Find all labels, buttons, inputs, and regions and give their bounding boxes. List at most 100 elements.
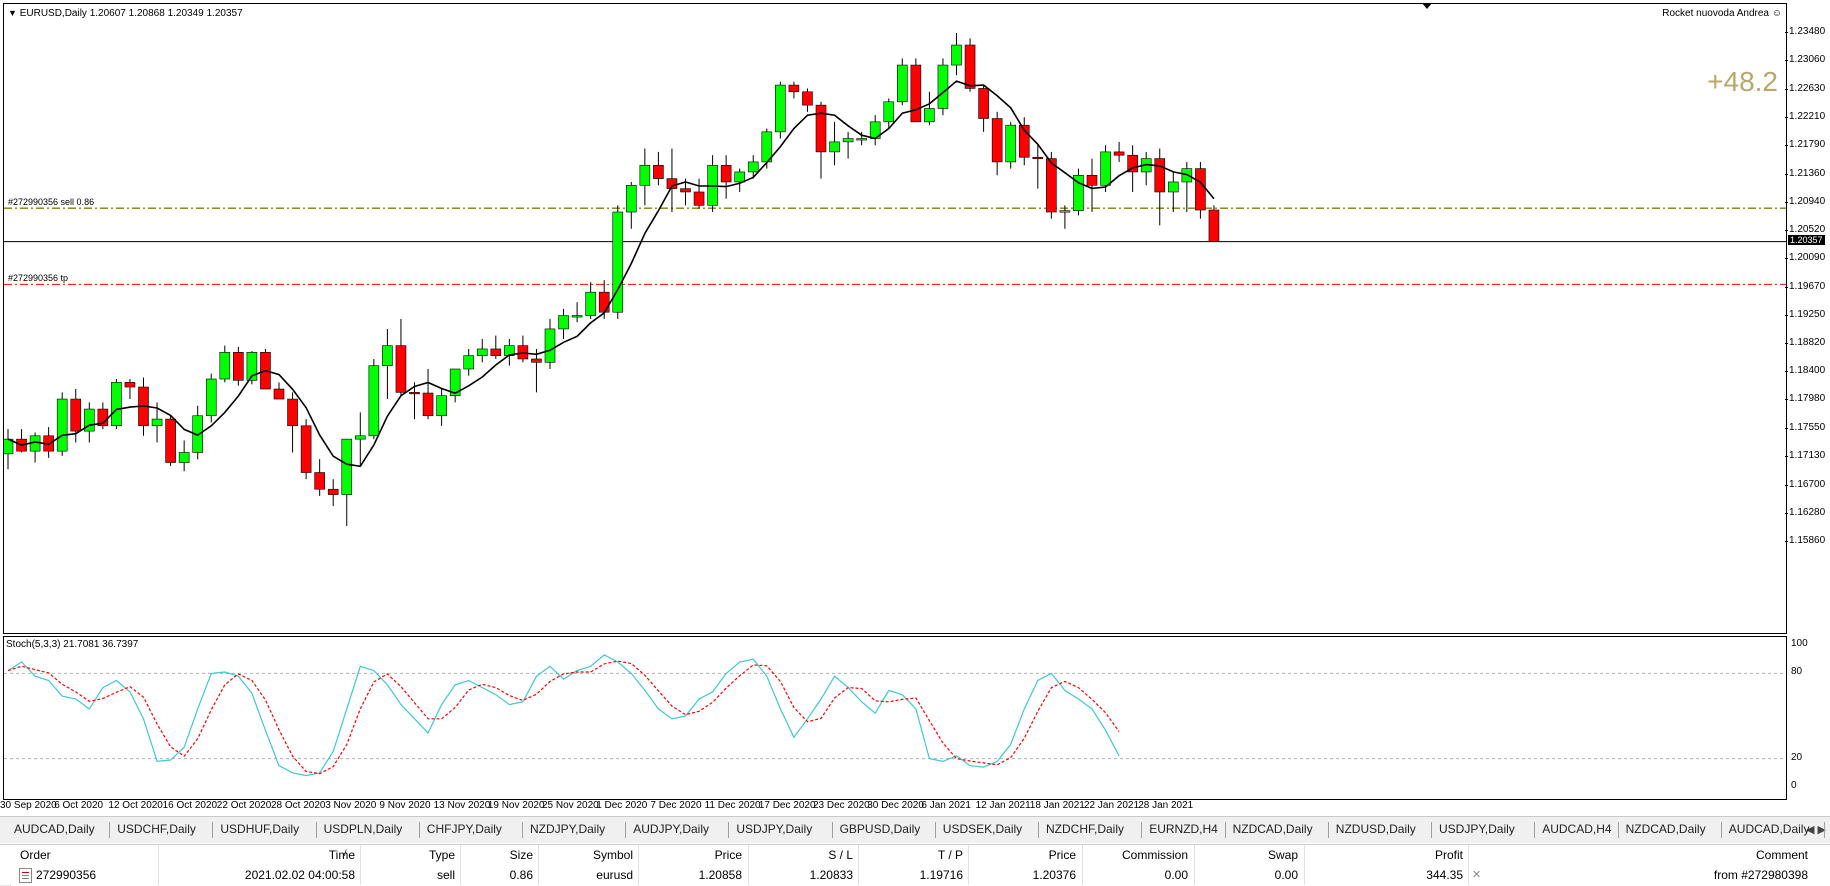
column-header[interactable]: Order <box>20 848 51 862</box>
column-header[interactable]: Price <box>1048 848 1076 862</box>
candle-body <box>680 188 691 193</box>
tab-scroll-arrows[interactable]: ◀ ▶ <box>1806 823 1826 836</box>
symbol-tab[interactable]: NZDJPY,Daily <box>530 822 606 836</box>
column-header[interactable]: Swap <box>1267 848 1298 862</box>
chart-window[interactable]: ▼ EURUSD,Daily 1.20607 1.20868 1.20349 1… <box>0 0 1830 816</box>
column-separator <box>460 845 461 865</box>
symbol-tab[interactable]: CHFJPY,Daily <box>426 822 502 836</box>
symbol-tab[interactable]: AUDCAD,Daily <box>14 822 95 836</box>
symbol-tab[interactable]: GBPUSD,Daily <box>839 822 921 836</box>
order-tp-label[interactable]: #272990356 tp <box>8 273 69 284</box>
column-separator <box>360 865 361 885</box>
column-separator <box>158 845 159 865</box>
symbol-tab[interactable]: NZDCHF,Daily <box>1046 822 1124 836</box>
order-entry-label[interactable]: #272990356 sell 0.86 <box>8 197 95 208</box>
price-tick-label: 1.17980 <box>1789 393 1826 405</box>
price-tick-mark <box>1785 286 1788 288</box>
stoch-tick-label: 80 <box>1791 666 1803 678</box>
candle-body <box>558 315 569 330</box>
column-header[interactable]: Symbol <box>592 848 633 862</box>
column-header[interactable]: Size <box>509 848 533 862</box>
column-header[interactable]: Type <box>428 848 455 862</box>
dropdown-arrow-icon[interactable]: ▼ <box>8 8 17 18</box>
candle-body <box>747 161 759 173</box>
symbol-tab[interactable]: USDJPY,Daily <box>1439 822 1515 836</box>
time-axis: 30 Sep 2020 6 Oct 2020 12 Oct 2020 16 Oct 2… <box>0 798 1790 816</box>
price-tick-mark <box>1785 456 1788 458</box>
symbol-tab[interactable]: NZDCAD,Daily <box>1232 822 1313 836</box>
symbol-tab[interactable]: EURNZD,H4 <box>1149 822 1218 836</box>
candle-body <box>219 351 231 380</box>
column-separator <box>748 865 749 885</box>
price-tick-label: 1.22630 <box>1789 82 1826 94</box>
candle-body <box>666 178 678 189</box>
price-tick-mark <box>1785 60 1788 62</box>
tab-separator <box>831 822 833 838</box>
column-header[interactable]: T / P <box>937 848 963 862</box>
candle-body <box>436 395 447 417</box>
candle-body <box>56 398 68 452</box>
column-header[interactable]: Time <box>328 848 355 862</box>
price-tick-mark <box>1785 32 1788 33</box>
symbol-tab[interactable]: NZDUSD,Daily <box>1335 822 1416 836</box>
symbol-tab[interactable]: USDJPY,Daily <box>736 822 813 836</box>
price-axis[interactable]: 1.23480 1.23060 1.22630 1.22210 1.21790 1.213… <box>1785 3 1830 632</box>
stoch-title: Stoch(5,3,3) 21.7081 36.7397 <box>6 639 139 650</box>
candle-body <box>246 351 258 381</box>
price-tick-mark <box>1785 88 1788 90</box>
candle-body <box>192 415 203 453</box>
candle-body <box>409 392 420 395</box>
tab-separator <box>1824 822 1825 838</box>
candle-body <box>1100 151 1111 186</box>
time-tick-label: 11 Dec 2020 <box>704 800 761 811</box>
time-tick-label: 25 Nov 2020 <box>542 800 599 811</box>
column-header[interactable]: Price <box>714 848 742 862</box>
price-tick-label: 1.16700 <box>1789 478 1826 490</box>
close-order-icon[interactable]: ✕ <box>1472 869 1482 881</box>
arrow-left-icon[interactable]: ◀ <box>1806 824 1815 836</box>
time-tick-label: 28 Oct 2020 <box>271 800 326 811</box>
symbol-tab[interactable]: USDSEK,Daily <box>942 822 1023 836</box>
symbol-tab[interactable]: NZDCAD,Daily <box>1625 822 1706 836</box>
candle-body <box>314 472 325 490</box>
symbol-tab[interactable]: AUDJPY,Daily <box>633 822 709 836</box>
tab-separator <box>315 822 317 838</box>
price-chart-pane[interactable]: ▼ EURUSD,Daily 1.20607 1.20868 1.20349 1… <box>3 3 1787 634</box>
arrow-right-icon[interactable]: ▶ <box>1817 824 1826 836</box>
candle-body <box>639 164 651 186</box>
time-tick-label: 9 Nov 2020 <box>379 800 431 811</box>
column-header[interactable]: S / L <box>828 848 853 862</box>
candle-body <box>856 138 867 141</box>
price-tick-mark <box>1785 399 1788 401</box>
table-row[interactable]: 272990356 2021.02.02 04:00:58 sell 0.86 euru… <box>0 865 1830 885</box>
price-tick-mark <box>1785 144 1788 146</box>
symbol-tab[interactable]: USDPLN,Daily <box>323 822 403 836</box>
expert-advisor-name: Rocket nuovoda Andrea ☺ <box>1662 8 1782 19</box>
column-header[interactable]: Commission <box>1121 848 1188 862</box>
shift-marker-icon[interactable] <box>1422 4 1432 9</box>
time-tick-label: 13 Nov 2020 <box>433 800 491 811</box>
ea-name-text: Rocket nuovoda Andrea <box>1662 8 1769 19</box>
table-cell: 1.19716 <box>919 868 963 882</box>
column-separator <box>538 865 539 885</box>
candle-body <box>544 328 556 363</box>
smiley-icon[interactable]: ☺ <box>1771 8 1782 19</box>
price-tick-mark <box>1785 343 1788 345</box>
stoch-axis: 100 80 20 0 <box>1787 636 1830 798</box>
candle-body <box>693 191 705 206</box>
symbol-tab[interactable]: USDCHF,Daily <box>117 822 196 836</box>
tab-separator <box>418 822 420 838</box>
candle-body <box>151 418 163 427</box>
symbol-tab[interactable]: AUDCAD,Daily <box>1728 822 1810 836</box>
tab-separator <box>625 822 627 838</box>
symbol-tab[interactable]: AUDCAD,H4 <box>1542 822 1612 836</box>
stochastic-pane[interactable]: Stoch(5,3,3) 21.7081 36.7397 <box>3 636 1787 800</box>
candle-body <box>165 418 176 463</box>
price-tick-label: 1.19250 <box>1789 308 1826 320</box>
column-header[interactable]: Profit <box>1434 848 1463 862</box>
tab-separator <box>728 822 730 838</box>
symbol-tab[interactable]: USDHUF,Daily <box>220 822 300 836</box>
stoch-tick-label: 0 <box>1791 780 1797 791</box>
column-header[interactable]: Comment <box>1755 848 1808 862</box>
candle-body <box>341 438 353 495</box>
